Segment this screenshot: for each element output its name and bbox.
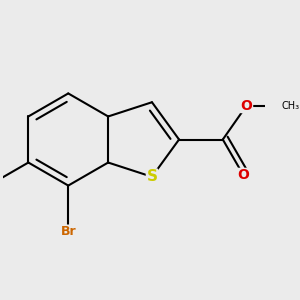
Text: S: S [146, 169, 158, 184]
Text: CH₃: CH₃ [282, 100, 300, 110]
Text: O: O [238, 168, 250, 182]
Text: O: O [241, 98, 253, 112]
Text: Br: Br [60, 225, 76, 238]
